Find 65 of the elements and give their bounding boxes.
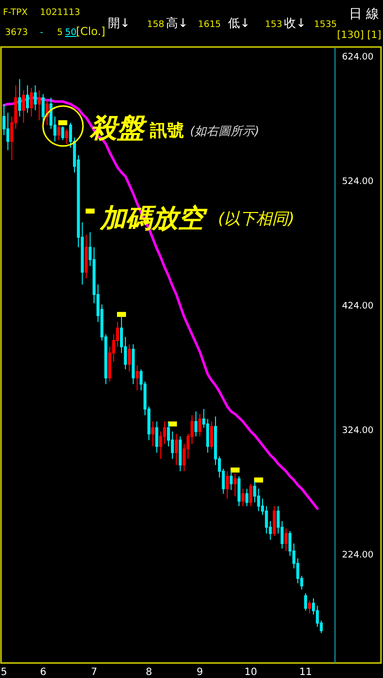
candlestick <box>18 78 22 117</box>
x-tick-label: 6 <box>40 667 46 678</box>
text: 158 <box>147 20 164 30</box>
candlestick <box>284 528 288 552</box>
x-tick-label: 8 <box>146 667 152 678</box>
candlestick <box>238 476 241 507</box>
candlestick <box>272 506 276 537</box>
candlestick <box>26 84 29 114</box>
x-tick-label: 10 <box>244 667 258 678</box>
annotation: 訊號 <box>149 121 184 141</box>
candlestick <box>194 411 198 437</box>
text: 1021113 <box>40 8 80 18</box>
candlestick <box>174 433 178 466</box>
candlestick <box>38 90 41 121</box>
text: 高↓ <box>166 16 188 30</box>
text: 3673 <box>5 28 28 38</box>
x-tick-label: 5 <box>0 667 8 678</box>
candlestick <box>42 94 45 124</box>
candlestick <box>132 344 135 385</box>
candlestick <box>210 420 214 450</box>
candlestick <box>136 364 139 391</box>
x-tick-label: 7 <box>90 667 98 678</box>
candlestick <box>226 470 229 500</box>
text: [130] [1] <box>337 30 382 41</box>
text: 收↓ <box>284 16 306 30</box>
candlestick <box>198 414 202 437</box>
text: 開↓ <box>108 16 130 30</box>
candlestick <box>308 600 312 614</box>
candlestick <box>65 128 68 144</box>
line-series <box>2 96 319 510</box>
candlestick <box>249 483 252 507</box>
text: 1535 <box>314 20 337 30</box>
text: F-TPX <box>3 8 28 18</box>
candlestick <box>234 473 237 497</box>
text: 153 <box>265 20 282 30</box>
candlestick <box>178 436 182 472</box>
text: 5 <box>57 28 63 38</box>
text: 低↓ <box>228 16 250 30</box>
candlestick <box>30 87 33 117</box>
candlestick <box>84 234 88 279</box>
annotation: (如右圖所示) <box>190 124 260 138</box>
candlestick <box>241 488 244 507</box>
candlestick <box>155 420 158 454</box>
candlestick <box>230 470 233 490</box>
text: 日 線 <box>349 7 380 22</box>
candlestick <box>151 420 154 447</box>
text: [Clo.] <box>76 25 106 38</box>
y-tick-label: 624.00 <box>342 52 374 62</box>
candlestick <box>245 488 248 507</box>
x-tick-label: 11 <box>299 667 312 678</box>
y-tick-label: 224.00 <box>342 550 374 560</box>
text: 1615 <box>198 20 221 30</box>
candlestick <box>22 90 26 124</box>
y-tick-label: 424.00 <box>342 301 374 312</box>
candlestick <box>57 124 60 141</box>
candlestick <box>34 84 37 111</box>
candlestick <box>61 126 64 141</box>
x-tick-label: 9 <box>196 667 204 678</box>
y-tick-label: 524.00 <box>342 176 374 187</box>
text: - <box>40 28 44 38</box>
y-tick-label: 324.00 <box>342 426 374 436</box>
candlestick <box>304 592 308 612</box>
candlestick <box>128 344 131 372</box>
annotation: (以下相同) <box>218 209 294 228</box>
text: 50 <box>65 28 77 38</box>
